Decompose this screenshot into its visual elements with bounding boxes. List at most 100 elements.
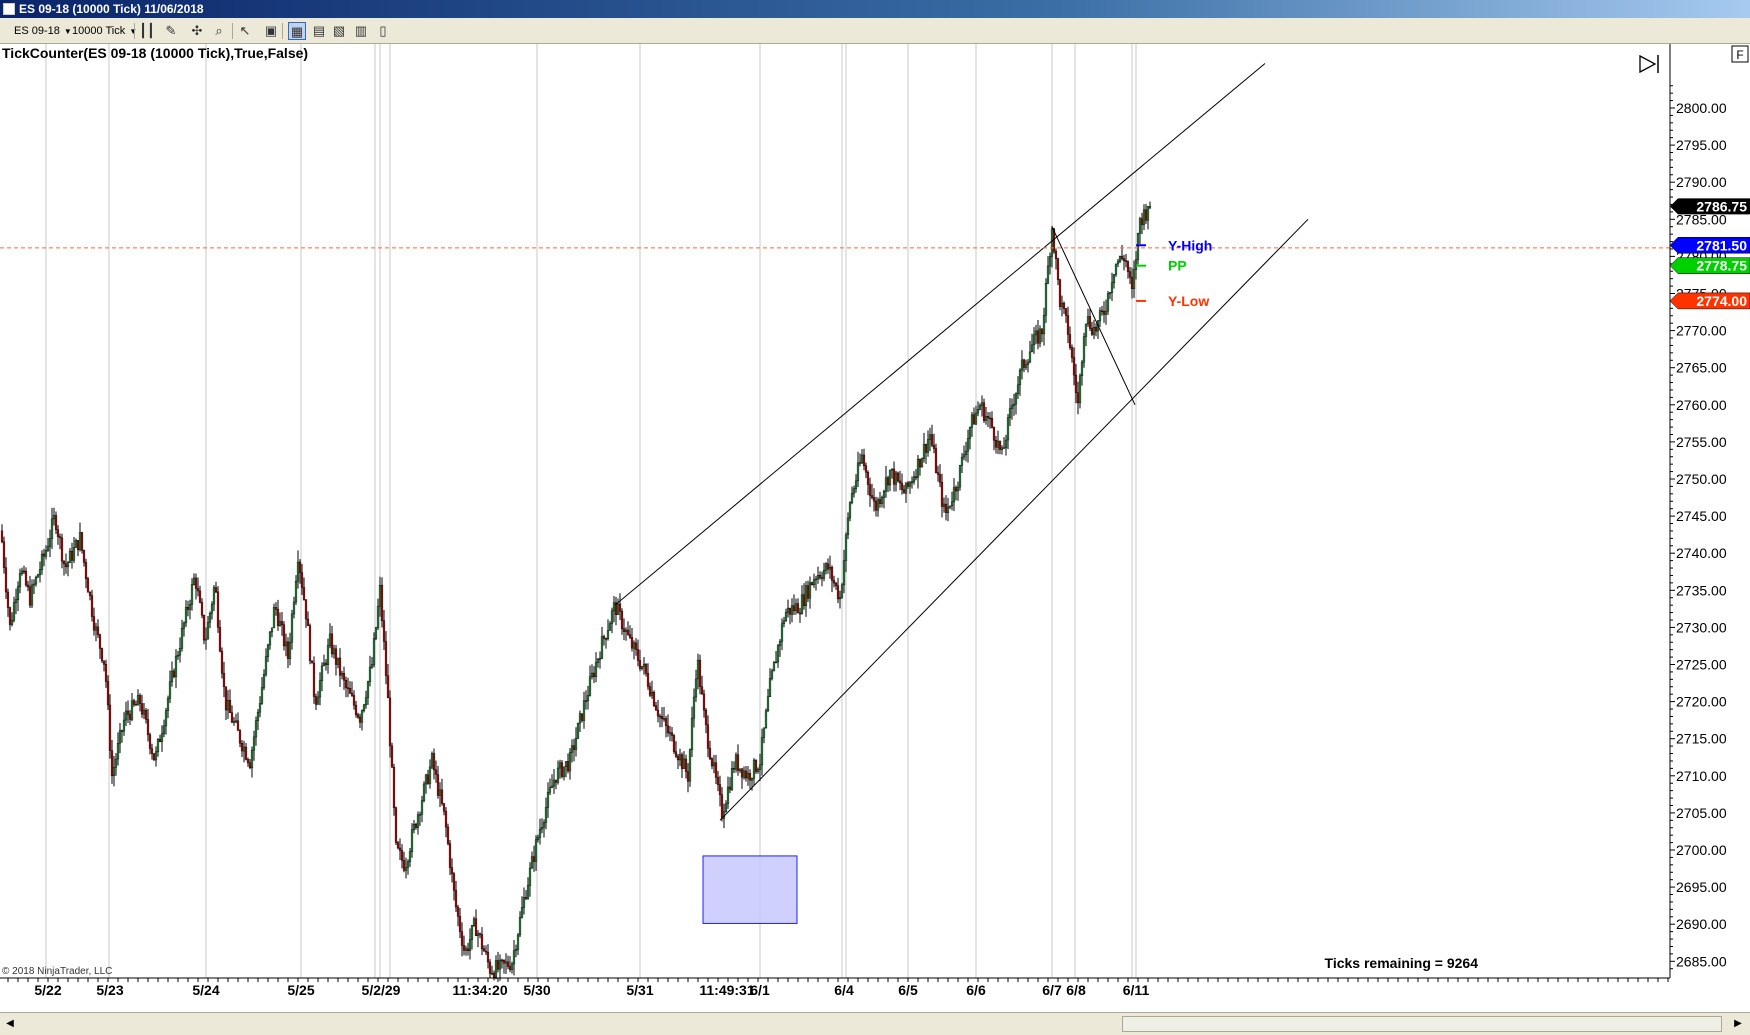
candle-body — [164, 710, 168, 727]
crosshair-icon[interactable]: ✣ — [191, 23, 203, 38]
candle-body — [756, 769, 760, 772]
print-icon[interactable]: ▥ — [354, 23, 368, 38]
rectangle-drawing[interactable] — [702, 855, 798, 924]
candle-body — [662, 718, 666, 720]
candle-body — [594, 662, 598, 677]
candle-body — [188, 604, 192, 610]
candle-body — [644, 663, 648, 674]
candle-body — [464, 948, 468, 951]
candle-body — [412, 823, 416, 830]
horizontal-scrollbar[interactable]: ◀ ▶ — [0, 1012, 1750, 1035]
candle-body — [986, 416, 990, 419]
y-tick-label: 2700.00 — [1676, 842, 1727, 858]
candle-body — [178, 648, 182, 656]
candle-body — [780, 623, 784, 642]
candle-body — [792, 605, 796, 611]
candle-body — [658, 715, 662, 718]
candle-body — [616, 603, 620, 615]
candle-body — [468, 939, 472, 952]
candle-body — [66, 562, 70, 568]
candle-body — [382, 620, 386, 642]
scroll-left-icon[interactable]: ◀ — [6, 1018, 14, 1029]
candle-body — [234, 720, 238, 723]
candle-body — [534, 839, 538, 862]
candle-body — [14, 599, 18, 603]
candle-body — [830, 567, 834, 581]
candle-body — [428, 766, 432, 784]
candle-body — [870, 495, 874, 498]
candle-body — [78, 532, 82, 550]
scrollbar-thumb[interactable] — [1122, 1016, 1722, 1032]
scroll-right-icon[interactable]: ▶ — [1734, 1018, 1742, 1029]
trend-line[interactable] — [719, 218, 1309, 821]
properties-icon[interactable]: ▤ — [312, 23, 326, 38]
candle-body — [840, 584, 844, 598]
candle-body — [736, 754, 740, 771]
interval-label: 10000 Tick — [72, 25, 126, 37]
candle-body — [1084, 323, 1088, 337]
candle-body — [654, 705, 658, 711]
candle-body — [906, 482, 910, 487]
candle-body — [1038, 328, 1042, 344]
instrument-selector[interactable]: ES 09-18 ▼ — [14, 22, 72, 40]
candle-body — [274, 607, 278, 610]
interval-selector[interactable]: 10000 Tick▼ — [72, 22, 137, 40]
trend-line[interactable] — [614, 63, 1266, 606]
candle-body — [432, 753, 436, 771]
candle-body — [202, 615, 206, 641]
candle-body — [936, 472, 940, 475]
candle-body — [964, 450, 968, 456]
candle-body — [184, 607, 188, 624]
candle-body — [932, 445, 936, 449]
data-box-icon[interactable]: ▦ — [288, 22, 306, 40]
candle-body — [536, 837, 540, 840]
candle-body — [312, 662, 316, 697]
candle-body — [730, 767, 734, 790]
candle-body — [748, 773, 752, 781]
chart-area[interactable]: 2800.002795.002790.002785.002780.002775.… — [0, 44, 1750, 1012]
trend-line[interactable] — [1051, 226, 1136, 406]
candle-body — [898, 480, 902, 484]
candle-body — [816, 575, 820, 580]
zoom-icon[interactable]: ⌕ — [215, 23, 223, 38]
chart-style-icon[interactable]: ▣ — [264, 23, 278, 38]
candle-body — [1002, 447, 1006, 449]
config-icon[interactable]: ▯ — [379, 23, 387, 38]
candle-body — [984, 416, 988, 421]
bar-chart-icon[interactable]: ┃┃ — [139, 23, 155, 38]
candle-body — [588, 676, 592, 696]
candle-body — [860, 454, 864, 463]
candle-body — [68, 550, 72, 563]
price-chart[interactable]: 2800.002795.002790.002785.002780.002775.… — [0, 44, 1750, 1012]
candle-body — [752, 759, 756, 779]
candle-body — [570, 745, 574, 753]
candle-body — [272, 607, 276, 629]
candle-body — [766, 696, 770, 712]
candle-body — [1020, 359, 1024, 371]
candle-body — [538, 828, 542, 838]
y-tick-label: 2710.00 — [1676, 768, 1727, 784]
candle-body — [612, 602, 616, 612]
candle-body — [854, 480, 858, 489]
candle-body — [132, 700, 136, 705]
candle-body — [578, 713, 582, 724]
scroll-to-end-icon[interactable] — [1639, 54, 1659, 74]
candle-body — [122, 719, 126, 732]
candle-body — [50, 518, 54, 539]
pointer-icon[interactable]: ↖ — [239, 23, 251, 38]
candle-body — [664, 718, 668, 726]
candle-body — [968, 427, 972, 439]
candle-body — [1028, 351, 1032, 363]
candle-body — [498, 959, 502, 970]
candle-body — [696, 659, 700, 680]
candle-body — [186, 607, 190, 610]
pencil-icon[interactable]: ✎ — [165, 23, 177, 38]
candle-body — [402, 860, 406, 871]
strategies-icon[interactable]: ▧ — [332, 23, 346, 38]
candle-body — [206, 622, 210, 640]
candle-body — [784, 612, 788, 622]
candle-body — [1126, 261, 1130, 272]
candle-body — [1056, 258, 1060, 280]
candle-body — [118, 730, 122, 744]
f-button[interactable]: F — [1731, 45, 1749, 63]
